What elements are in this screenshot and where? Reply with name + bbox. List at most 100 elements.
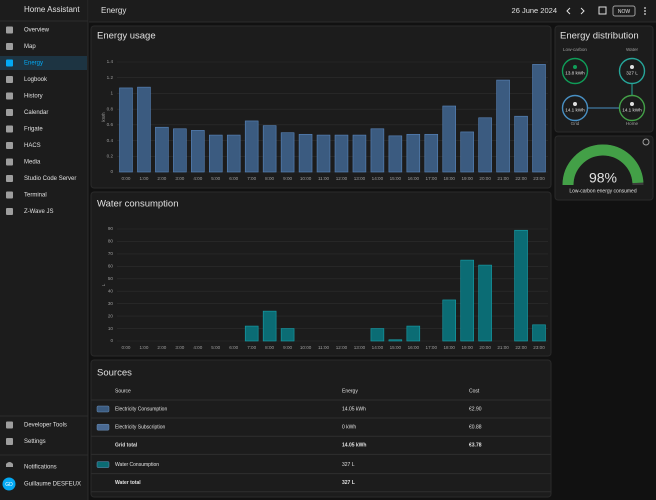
x-tick-label: 16:00 [408, 176, 420, 181]
y-axis-label: kWh [101, 112, 106, 122]
sources-table: Source Energy Cost Electricity Consumption 1… [91, 388, 551, 493]
bar [316, 134, 331, 173]
cell: 14.05 kWh [342, 443, 366, 449]
column-header: Energy [342, 388, 358, 394]
nav-item[interactable]: Overview [24, 28, 50, 34]
cell: Grid total [115, 443, 138, 449]
bar [424, 133, 439, 173]
bell-icon [6, 462, 13, 467]
nav-item[interactable]: HACS [24, 143, 41, 149]
nav-item[interactable]: Developer Tools [24, 423, 67, 429]
y-tick-label: 0 [110, 338, 113, 343]
cell: €0.88 [469, 425, 482, 431]
nav-icon [6, 125, 13, 133]
bar [334, 134, 349, 173]
x-tick-label: 10:00 [300, 176, 312, 181]
x-tick-label: 10:00 [300, 345, 312, 350]
header-date: 26 June 2024 [512, 6, 557, 15]
node [561, 57, 589, 85]
next-button[interactable] [580, 7, 585, 15]
prev-button[interactable] [566, 7, 571, 15]
cell: Water Consumption [115, 462, 159, 468]
cell: 327 L [342, 462, 355, 468]
swatch [96, 461, 110, 468]
nav-item[interactable]: Calendar [24, 110, 48, 116]
node [618, 94, 646, 122]
menu-button[interactable] [644, 7, 646, 15]
nav-item[interactable]: History [24, 94, 43, 100]
bar [370, 128, 385, 173]
bar [298, 133, 313, 173]
bar [226, 134, 241, 173]
column-header: Source [115, 388, 131, 394]
now-button[interactable] [612, 5, 636, 17]
avatar[interactable] [2, 477, 16, 491]
y-tick-label: 0.8 [107, 106, 114, 111]
bar [460, 131, 474, 173]
x-tick-label: 0:00 [122, 176, 131, 181]
node [618, 57, 646, 85]
x-tick-label: 8:00 [265, 176, 274, 181]
node-icon [573, 65, 577, 69]
x-tick-label: 9:00 [283, 345, 292, 350]
node-icon [573, 102, 577, 106]
x-tick-label: 19:00 [461, 176, 473, 181]
x-tick-label: 23:00 [533, 345, 545, 350]
nav-item[interactable]: Studio Code Server [24, 176, 76, 182]
x-tick-label: 22:00 [515, 176, 527, 181]
bar [532, 324, 546, 342]
x-tick-label: 15:00 [390, 345, 402, 350]
bar [209, 134, 223, 173]
gauge-caption: Low-carbon energy consumed [569, 188, 636, 194]
x-tick-label: 17:00 [426, 176, 438, 181]
y-tick-label: 1.4 [107, 59, 114, 64]
nav-item[interactable]: Media [24, 160, 41, 166]
charts: Energy usage kWh 0 0.2 0.4 0.6 0.8 1 1.2 1.4 0:00 1… [97, 31, 548, 350]
x-tick-label: 12:00 [336, 345, 348, 350]
node-label: Low-carbon [563, 47, 587, 52]
gauge-value: 98% [589, 170, 617, 186]
info-icon[interactable] [642, 138, 650, 146]
cell: 327 L [342, 480, 355, 486]
x-tick-label: 2:00 [157, 345, 166, 350]
nav-item[interactable]: Terminal [24, 193, 47, 199]
y-tick-label: 80 [108, 239, 114, 244]
x-tick-label: 3:00 [175, 345, 184, 350]
bar [388, 339, 403, 342]
bar [280, 132, 295, 173]
bar [262, 310, 277, 342]
sources-title: Sources [97, 368, 132, 379]
x-tick-label: 16:00 [408, 345, 420, 350]
bar [514, 229, 528, 342]
nav-item[interactable]: Map [24, 44, 36, 50]
cell: €3.78 [469, 443, 482, 449]
x-tick-label: 3:00 [175, 176, 184, 181]
bar [262, 125, 277, 173]
nav-icon [6, 175, 13, 182]
nav-item[interactable]: Energy [24, 61, 43, 67]
y-tick-label: 30 [108, 301, 114, 306]
nav-item[interactable]: Settings [24, 439, 46, 445]
x-tick-label: 15:00 [390, 176, 402, 181]
node-label: Water [626, 47, 639, 52]
x-tick-label: 5:00 [211, 345, 220, 350]
x-tick-label: 1:00 [139, 176, 148, 181]
x-tick-label: 7:00 [247, 345, 256, 350]
notifications[interactable]: Notifications [24, 465, 57, 471]
node [561, 94, 589, 122]
nav-icon [6, 421, 13, 429]
x-tick-label: 9:00 [283, 176, 292, 181]
bar [244, 120, 259, 173]
x-tick-label: 2:00 [157, 176, 166, 181]
bar [388, 135, 403, 173]
x-tick-label: 4:00 [193, 345, 202, 350]
nav-item[interactable]: Z-Wave JS [24, 209, 53, 215]
nav-item[interactable]: Logbook [24, 77, 48, 83]
user-name[interactable]: Guillaume DESFEUX [24, 482, 81, 488]
nav-item[interactable]: Frigate [24, 127, 43, 133]
nav-icon [6, 142, 13, 149]
y-tick-label: 70 [108, 251, 114, 256]
calendar-button[interactable] [598, 6, 607, 15]
y-tick-label: 40 [108, 288, 114, 293]
x-tick-label: 19:00 [461, 345, 473, 350]
